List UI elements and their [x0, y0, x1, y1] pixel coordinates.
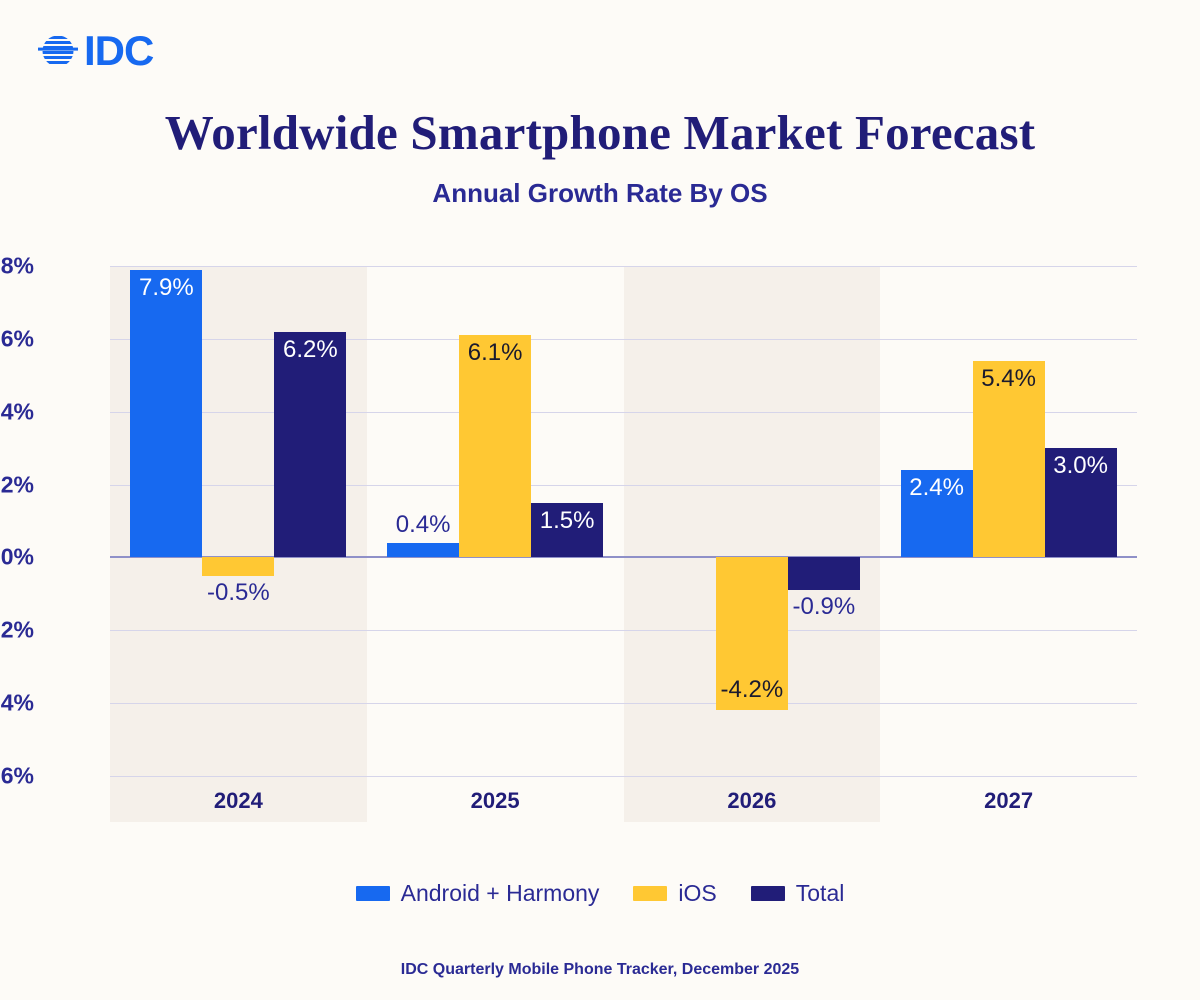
- y-axis-tick-label: 6%: [0, 325, 34, 352]
- page-title: Worldwide Smartphone Market Forecast: [164, 105, 1036, 160]
- legend-item-label: iOS: [678, 880, 717, 906]
- x-axis-tick-label: 2025: [470, 788, 520, 813]
- bar-value-label: 0.4%: [395, 510, 451, 538]
- zero-axis-line: [110, 556, 1137, 559]
- legend-item[interactable]: iOS: [633, 880, 717, 907]
- bar[interactable]: [531, 502, 604, 558]
- bar-value-label: -4.2%: [720, 676, 784, 704]
- bar[interactable]: [1044, 448, 1117, 558]
- legend-item-label: Total: [795, 880, 845, 906]
- bar[interactable]: [900, 470, 973, 558]
- bar-value-label: -0.9%: [792, 593, 856, 621]
- gridline: [110, 630, 1137, 632]
- gridline: [110, 266, 1137, 267]
- bar[interactable]: [787, 557, 860, 591]
- bar[interactable]: [972, 360, 1045, 558]
- gridline: [110, 338, 1137, 340]
- gridline: [110, 411, 1137, 413]
- y-axis-tick-label: -4%: [0, 689, 34, 716]
- legend-swatch-icon: [750, 886, 785, 901]
- chart-legend: Android + Harmony iOS Total: [0, 880, 1200, 907]
- legend-item[interactable]: Total: [750, 880, 845, 907]
- idc-logo: IDC: [38, 27, 154, 74]
- page-subtitle: Annual Growth Rate By OS: [432, 178, 768, 208]
- bar-value-label: 5.4%: [981, 364, 1036, 392]
- y-axis-tick-label: 8%: [0, 252, 34, 279]
- y-axis-tick-label: -2%: [0, 616, 34, 643]
- legend-item-label: Android + Harmony: [400, 880, 600, 906]
- category-band: [623, 266, 881, 822]
- bar[interactable]: [715, 557, 788, 711]
- bar-value-label: 7.9%: [139, 273, 194, 301]
- bar-value-label: -0.5%: [207, 578, 270, 606]
- bar[interactable]: [202, 557, 275, 576]
- bar-value-label: 2.4%: [909, 474, 964, 501]
- y-axis-tick-label: 2%: [0, 471, 34, 498]
- bar-value-label: 6.1%: [467, 339, 523, 367]
- legend-item[interactable]: Android + Harmony: [355, 880, 600, 907]
- idc-globe-icon: [38, 31, 78, 71]
- y-axis-tick-label: 0%: [0, 543, 34, 570]
- gridline: [110, 703, 1137, 705]
- x-axis-tick-label: 2024: [213, 788, 263, 813]
- bar-value-label: 3.0%: [1053, 452, 1108, 480]
- x-axis-tick-label: 2027: [984, 788, 1034, 813]
- bar-value-label: 6.2%: [283, 335, 338, 363]
- bar[interactable]: [274, 331, 347, 558]
- legend-swatch-icon: [355, 886, 390, 901]
- y-axis-tick-label: -6%: [0, 762, 34, 789]
- bar[interactable]: [459, 335, 532, 558]
- bar-value-label: 1.5%: [539, 506, 595, 534]
- gridline: [110, 776, 1137, 777]
- plot-area: 8% 6% 4% 2% 0% -2% -4% -6% 7.9% -0.5% 6.2% 2024 0.4%…: [0, 253, 1137, 822]
- idc-wordmark: IDC: [84, 27, 154, 74]
- x-axis-tick-label: 2026: [727, 788, 777, 813]
- y-axis-tick-label: 4%: [0, 398, 34, 425]
- gridline: [110, 484, 1137, 486]
- legend-swatch-icon: [633, 886, 668, 901]
- source-note: IDC Quarterly Mobile Phone Tracker, Dece…: [400, 961, 800, 978]
- bar[interactable]: [130, 269, 203, 558]
- bar[interactable]: [387, 542, 460, 558]
